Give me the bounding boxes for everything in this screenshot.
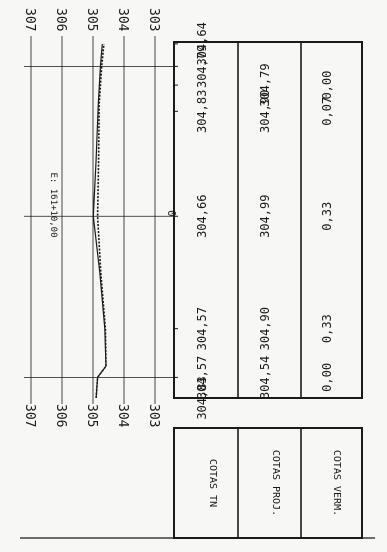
table-cell-verm: 0,00: [320, 363, 334, 392]
row-header-frame: [173, 427, 363, 539]
tick-label-bottom-306: 306: [53, 404, 68, 427]
table-cell-tn: 304,64: [195, 22, 209, 65]
table-cell-verm: 0,33: [320, 202, 334, 231]
tick-label-top-306: 306: [53, 8, 68, 31]
tick-label-bottom-304: 304: [115, 404, 130, 428]
tick-label-bottom-307: 307: [22, 404, 37, 427]
table-cell-verm: 0,07: [320, 97, 334, 126]
station-label: E: 161+10,00: [48, 172, 58, 237]
table-cell-verm: 0,33: [320, 314, 334, 343]
tick-label-top-303: 303: [146, 8, 161, 31]
series-terrain-line: [95, 43, 107, 399]
table-cell-tn: 304,83: [195, 376, 209, 419]
centerline-marker: 0: [165, 210, 178, 217]
table-cell-proj: 304,54: [258, 356, 272, 399]
table-cell-tn: 304,79: [195, 45, 209, 88]
tick-label-top-304: 304: [115, 8, 130, 32]
table-cell-tn: 304,57: [195, 356, 209, 399]
table-cell-tn: 304,66: [195, 195, 209, 238]
row-header-cotas-tn: COTAS TN: [207, 459, 218, 507]
row-header-cotas-proj: COTAS PROJ.: [270, 450, 281, 516]
series-project-line: [92, 43, 107, 399]
table-cell-proj: 304,99: [258, 195, 272, 238]
table-cell-verm: 0,00: [320, 71, 334, 100]
row-header-cotas-verm: COTAS VERM.: [331, 450, 342, 516]
tick-label-top-305: 305: [84, 8, 99, 31]
table-cell-proj: 304,90: [258, 307, 272, 350]
table-cell-proj: 304,90: [258, 90, 272, 133]
table-frame: [173, 41, 363, 399]
elevation-table: COTAS TN COTAS PROJ. COTAS VERM. 304,833…: [173, 22, 363, 539]
tick-label-bottom-305: 305: [84, 404, 99, 427]
tick-label-bottom-303: 303: [146, 404, 161, 427]
tick-label-top-307: 307: [22, 8, 37, 31]
table-cell-tn: 304,83: [195, 90, 209, 133]
table-cell-tn: 304,57: [195, 307, 209, 350]
table-cell-proj: 304,79: [258, 63, 272, 106]
profile-plot: 307 306 305 304 303 307 306 305 304 303 …: [22, 8, 178, 428]
